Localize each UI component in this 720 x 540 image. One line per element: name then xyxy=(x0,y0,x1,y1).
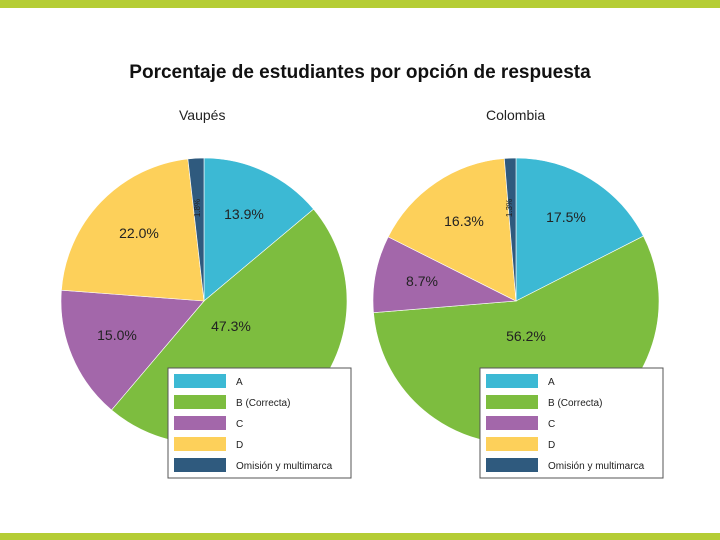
pie-title-vaupes: Vaupés xyxy=(179,107,226,123)
pie-slice-vaupes-a xyxy=(203,157,315,302)
legend-label-colombia-omisi-n-y-multimarca: Omisión y multimarca xyxy=(548,461,645,472)
pie-label-vaupes-b-correcta: 47.3% xyxy=(211,318,251,334)
legend-label-colombia-d: D xyxy=(548,440,555,451)
pie-label-vaupes-c: 15.0% xyxy=(97,327,137,343)
legend-label-colombia-b-correcta: B (Correcta) xyxy=(548,398,602,409)
legend-label-vaupes-d: D xyxy=(236,440,243,451)
legend-swatch-vaupes-c xyxy=(174,416,226,430)
pie-label-vaupes-a: 13.9% xyxy=(224,206,264,222)
bottom-accent-bar xyxy=(0,533,720,540)
legend-swatch-vaupes-d xyxy=(174,437,226,451)
pie-slice-colombia-d xyxy=(387,158,517,302)
pie-slice-colombia-a xyxy=(515,157,644,302)
legend-label-vaupes-omisi-n-y-multimarca: Omisión y multimarca xyxy=(236,461,333,472)
pie-label-colombia-c: 8.7% xyxy=(406,273,438,289)
pie-title-colombia: Colombia xyxy=(486,107,546,123)
pie-label-vaupes-omisi-n-y-multimarca: 1.8% xyxy=(193,199,202,217)
legend-swatch-colombia-a xyxy=(486,374,538,388)
legend-swatch-colombia-omisi-n-y-multimarca xyxy=(486,458,538,472)
legend-swatch-colombia-d xyxy=(486,437,538,451)
top-accent-bar xyxy=(0,0,720,8)
legend-swatch-colombia-b-correcta xyxy=(486,395,538,409)
pie-slice-vaupes-omisi-n-y-multimarca xyxy=(187,157,205,302)
pie-label-colombia-a: 17.5% xyxy=(546,209,586,225)
legend-swatch-vaupes-omisi-n-y-multimarca xyxy=(174,458,226,472)
pie-label-colombia-omisi-n-y-multimarca: 1.3% xyxy=(505,199,514,217)
legend-label-vaupes-a: A xyxy=(236,377,243,388)
pie-label-vaupes-d: 22.0% xyxy=(119,225,159,241)
legend-label-vaupes-b-correcta: B (Correcta) xyxy=(236,398,290,409)
legend-swatch-vaupes-a xyxy=(174,374,226,388)
legend-label-vaupes-c: C xyxy=(236,419,243,430)
pie-slice-colombia-omisi-n-y-multimarca xyxy=(504,157,517,302)
legend-label-colombia-c: C xyxy=(548,419,555,430)
legend-label-colombia-a: A xyxy=(548,377,555,388)
pie-slice-vaupes-d xyxy=(61,158,205,302)
pie-slice-vaupes-c xyxy=(60,289,205,411)
legend-swatch-vaupes-b-correcta xyxy=(174,395,226,409)
chart-main-title: Porcentaje de estudiantes por opción de … xyxy=(129,62,591,83)
pie-label-colombia-b-correcta: 56.2% xyxy=(506,328,546,344)
legend-swatch-colombia-c xyxy=(486,416,538,430)
pie-label-colombia-d: 16.3% xyxy=(444,213,484,229)
